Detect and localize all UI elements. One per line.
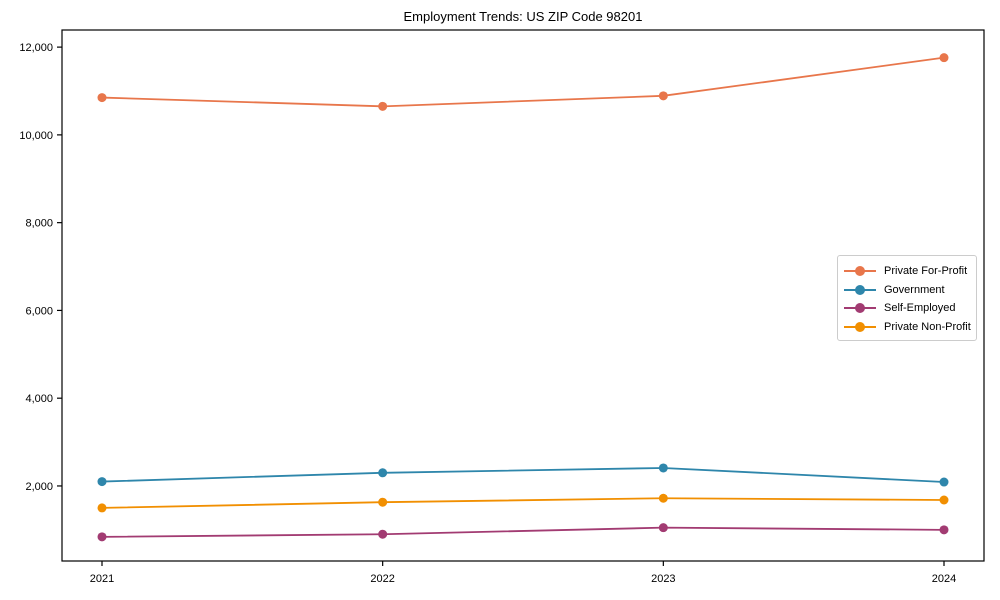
data-point-private-for-profit-2022 (378, 101, 388, 111)
legend-item-self-employed: Self-Employed (844, 299, 968, 318)
data-point-government-2021 (97, 477, 107, 487)
series-line-government (101, 467, 945, 483)
x-tick-label: 2022 (370, 573, 394, 585)
x-tick-label: 2023 (651, 573, 675, 585)
legend-label: Private Non-Profit (884, 320, 971, 333)
y-tick-label: 4,000 (25, 393, 53, 405)
series-line-self-employed (101, 526, 945, 538)
data-point-self-employed-2024 (939, 525, 949, 535)
legend-marker-icon (844, 303, 876, 314)
y-tick-label: 12,000 (19, 42, 53, 54)
data-point-private-non-profit-2023 (658, 493, 668, 503)
data-point-government-2024 (939, 477, 949, 487)
legend-label: Government (884, 283, 945, 296)
legend: Private For-Profit Government Self-Employe… (837, 255, 977, 341)
data-point-private-non-profit-2024 (939, 495, 949, 505)
x-tick-label: 2021 (90, 573, 114, 585)
data-point-self-employed-2023 (658, 523, 668, 533)
legend-item-private-for-profit: Private For-Profit (844, 262, 968, 281)
x-tick-label: 2024 (932, 573, 956, 585)
series-line-private-for-profit (101, 56, 945, 108)
y-tick-label: 8,000 (25, 218, 53, 230)
series-line-private-non-profit (101, 497, 945, 509)
data-point-private-for-profit-2021 (97, 93, 107, 103)
data-point-self-employed-2022 (378, 529, 388, 539)
y-tick-label: 10,000 (19, 130, 53, 142)
data-point-government-2023 (658, 463, 668, 473)
legend-marker-icon (844, 321, 876, 332)
legend-item-government: Government (844, 281, 968, 300)
data-point-private-for-profit-2023 (658, 91, 668, 101)
y-tick-label: 2,000 (25, 481, 53, 493)
legend-item-private-non-profit: Private Non-Profit (844, 318, 971, 337)
y-tick-label: 6,000 (25, 305, 53, 317)
legend-label: Self-Employed (884, 302, 956, 315)
chart-title: Employment Trends: US ZIP Code 98201 (403, 9, 643, 24)
data-point-private-non-profit-2022 (378, 497, 388, 507)
data-point-government-2022 (378, 468, 388, 478)
data-point-private-non-profit-2021 (97, 503, 107, 513)
legend-marker-icon (844, 266, 876, 277)
axes-spines (61, 29, 985, 562)
legend-label: Private For-Profit (884, 265, 968, 278)
legend-marker-icon (844, 284, 876, 295)
data-point-self-employed-2021 (97, 532, 107, 542)
data-point-private-for-profit-2024 (939, 53, 949, 63)
